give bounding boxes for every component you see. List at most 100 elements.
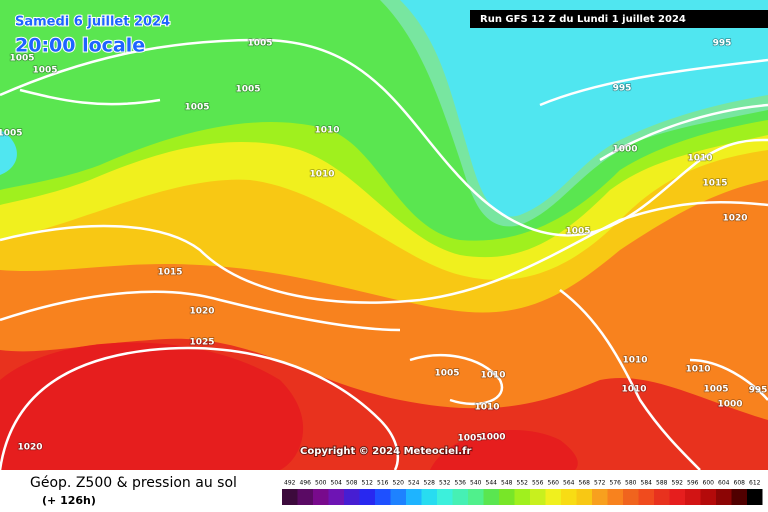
legend-swatch	[514, 489, 530, 505]
time: 20:00 locale	[15, 35, 145, 57]
legend-level: 500	[315, 480, 327, 487]
legend-level: 608	[734, 480, 746, 487]
band	[430, 430, 578, 470]
legend-swatch	[545, 489, 561, 505]
band	[400, 0, 768, 217]
run-info: Run GFS 12 Z du Lundi 1 juillet 2024	[480, 14, 686, 25]
legend-swatch	[607, 489, 623, 505]
legend-swatch	[685, 489, 701, 505]
legend-level: 552	[517, 480, 529, 487]
legend-swatch	[390, 489, 406, 505]
legend-level: 516	[377, 480, 389, 487]
isobar-label: 1010	[474, 403, 499, 413]
legend-level: 564	[563, 480, 575, 487]
isobar-label: 1005	[32, 66, 57, 76]
legend-swatch	[576, 489, 592, 505]
band	[0, 342, 304, 470]
legend-level: 540	[470, 480, 482, 487]
isobar-label: 1000	[480, 433, 505, 443]
legend-swatch	[654, 489, 670, 505]
isobar-label: 995	[749, 386, 768, 396]
legend-level: 588	[656, 480, 668, 487]
isobar-label: 1010	[685, 365, 710, 375]
isobar-label: 995	[713, 39, 732, 49]
isobar-label: 1015	[702, 179, 727, 189]
band	[0, 130, 17, 175]
legend-swatch	[421, 489, 437, 505]
copyright: Copyright © 2024 Meteociel.fr	[300, 446, 471, 457]
isobar-label: 1010	[687, 154, 712, 164]
legend-swatch	[669, 489, 685, 505]
isobar-label: 1005	[235, 85, 260, 95]
legend-level: 536	[455, 480, 467, 487]
legend-swatch	[499, 489, 515, 505]
legend-swatch	[530, 489, 546, 505]
legend-level: 524	[408, 480, 420, 487]
legend-level: 528	[424, 480, 436, 487]
legend-swatch	[313, 489, 329, 505]
date: Samedi 6 juillet 2024	[15, 15, 170, 30]
isobar-label: 1010	[480, 371, 505, 381]
legend-level: 548	[501, 480, 513, 487]
legend-swatch	[747, 489, 763, 505]
isobar-label: 1005	[247, 39, 272, 49]
legend-level: 544	[486, 480, 498, 487]
isobar-label: 1005	[0, 129, 23, 139]
isobar-label: 1025	[189, 338, 214, 348]
legend-swatch	[638, 489, 654, 505]
isobar-label: 1000	[717, 400, 742, 410]
legend-level: 584	[641, 480, 653, 487]
isobar-label: 1005	[434, 369, 459, 379]
run-bar	[470, 10, 768, 28]
legend-swatch	[359, 489, 375, 505]
isobar-label: 1005	[457, 434, 482, 444]
isobar-label: 1020	[189, 307, 214, 317]
isobar-label: 1010	[314, 126, 339, 136]
legend-level: 496	[300, 480, 312, 487]
isobar-label: 1000	[612, 145, 637, 155]
legend-swatch	[375, 489, 391, 505]
legend-level: 580	[625, 480, 637, 487]
isobar-label: 1005	[184, 103, 209, 113]
legend-swatch	[468, 489, 484, 505]
legend-level: 568	[579, 480, 591, 487]
legend-level: 572	[594, 480, 606, 487]
legend-level: 592	[672, 480, 684, 487]
legend-swatch	[716, 489, 732, 505]
legend-swatch	[406, 489, 422, 505]
legend-level: 512	[362, 480, 374, 487]
isobar-label: 1005	[703, 385, 728, 395]
legend-level: 604	[718, 480, 730, 487]
legend-lead: (+ 126h)	[42, 494, 96, 507]
legend-level: 520	[393, 480, 405, 487]
legend-swatch	[623, 489, 639, 505]
legend-level: 504	[331, 480, 343, 487]
legend-title: Géop. Z500 & pression au sol	[30, 475, 237, 491]
isobar-label: 995	[613, 84, 632, 94]
legend-level: 560	[548, 480, 560, 487]
isobar-label: 1020	[17, 443, 42, 453]
legend-swatch	[344, 489, 360, 505]
legend-swatch	[483, 489, 499, 505]
isobar-label: 1005	[565, 227, 590, 237]
legend-swatch	[282, 489, 298, 505]
legend-level: 508	[346, 480, 358, 487]
legend-swatch	[592, 489, 608, 505]
isobar-label: 1015	[157, 268, 182, 278]
legend-swatch	[700, 489, 716, 505]
legend-level: 532	[439, 480, 451, 487]
isobar-label: 1020	[722, 214, 747, 224]
legend-level: 596	[687, 480, 699, 487]
isobars	[0, 38, 768, 471]
legend-level: 612	[749, 480, 761, 487]
legend-level: 556	[532, 480, 544, 487]
legend-swatch	[561, 489, 577, 505]
legend-swatch	[731, 489, 747, 505]
legend-swatch	[328, 489, 344, 505]
legend-level: 492	[284, 480, 296, 487]
isobar-label: 1005	[9, 54, 34, 64]
legend-swatch	[452, 489, 468, 505]
isobar-label: 1010	[621, 385, 646, 395]
legend-swatch	[437, 489, 453, 505]
